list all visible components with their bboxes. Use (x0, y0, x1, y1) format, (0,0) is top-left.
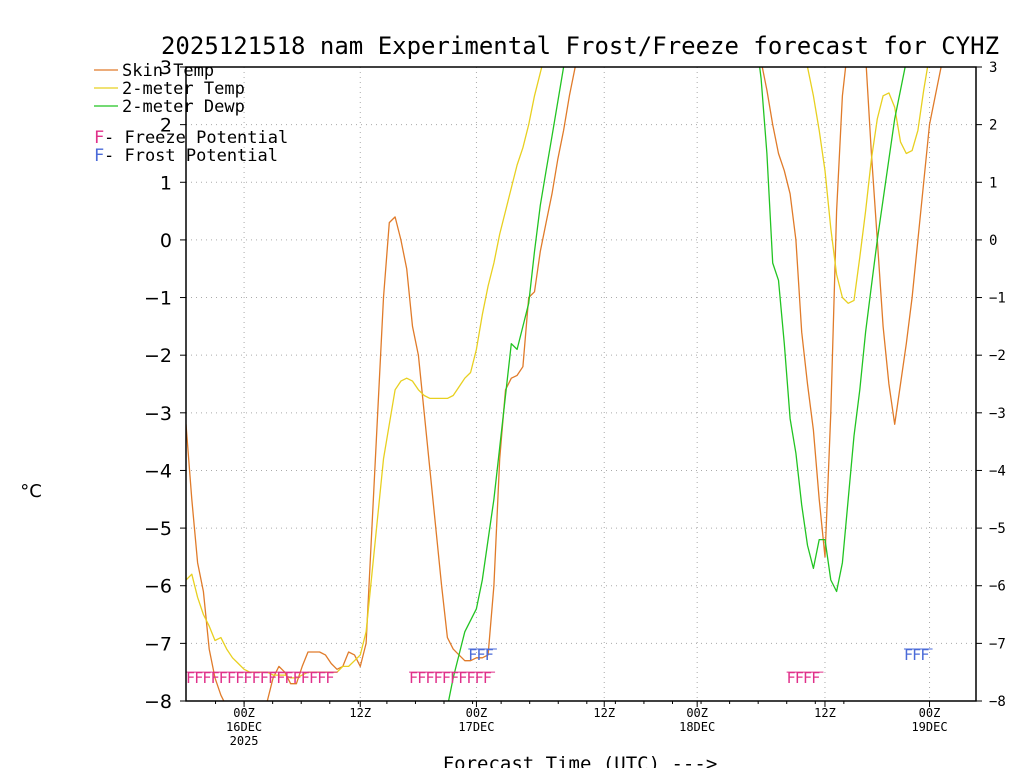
freeze-marker: F (252, 669, 261, 687)
legend-potential-letter: F (94, 128, 104, 148)
legend-potential-text: - Freeze Potential (104, 128, 288, 148)
freeze-marker: F (434, 669, 443, 687)
y-tick-label-right: 3 (989, 60, 997, 76)
frost-marker: F (904, 646, 913, 664)
y-tick-label-left: −8 (144, 691, 172, 713)
y-tick-label-left: −2 (144, 345, 172, 367)
y-tick-label-right: 0 (989, 233, 997, 249)
freeze-marker: F (227, 669, 236, 687)
freeze-marker: F (795, 669, 804, 687)
x-tick-label: 00Z (919, 706, 941, 720)
grid (186, 67, 976, 701)
freeze-marker: F (235, 669, 244, 687)
legend-label: 2-meter Temp (122, 79, 245, 99)
freeze-marker: F (466, 669, 475, 687)
freeze-marker: F (425, 669, 434, 687)
y-tick-label-left: 0 (160, 230, 172, 252)
frost-marker: F (920, 646, 929, 664)
freeze-marker: F (475, 669, 484, 687)
freeze-marker: F (450, 669, 459, 687)
x-tick-label: 12Z (349, 706, 371, 720)
x-tick-label: 12Z (814, 706, 836, 720)
y-tick-label-left: −3 (144, 403, 172, 425)
x-tick-year: 2025 (230, 734, 259, 748)
series-line-skin-temp (186, 67, 942, 701)
freeze-marker: F (211, 669, 220, 687)
frost-marker: F (477, 646, 486, 664)
y-tick-label-left: 2 (160, 115, 172, 137)
y-tick-label-right: −4 (989, 463, 1006, 479)
chart-title: 2025121518 nam Experimental Frost/Freeze… (161, 32, 999, 60)
freeze-marker: F (409, 669, 418, 687)
y-tick-label-left: −5 (144, 518, 172, 540)
series-layer (186, 67, 942, 701)
freeze-marker: F (186, 669, 195, 687)
y-tick-label-left: 3 (160, 57, 172, 79)
x-tick-label: 00Z (686, 706, 708, 720)
freeze-marker: F (787, 669, 796, 687)
legend-potential-letter: F (94, 146, 104, 166)
freeze-marker: F (317, 669, 326, 687)
frost-marker: F (912, 646, 921, 664)
y-tick-label-right: −7 (989, 636, 1006, 652)
legend-label: 2-meter Dewp (122, 97, 245, 117)
freeze-marker: F (325, 669, 334, 687)
freeze-marker: F (811, 669, 820, 687)
freeze-marker: F (803, 669, 812, 687)
x-tick-date: 18DEC (679, 720, 715, 734)
freeze-marker: F (483, 669, 492, 687)
freeze-marker: F (260, 669, 269, 687)
x-tick-date: 17DEC (458, 720, 494, 734)
freeze-marker: F (202, 669, 211, 687)
x-tick-label: 00Z (233, 706, 255, 720)
frost-marker: F (468, 646, 477, 664)
x-tick-date: 19DEC (911, 720, 947, 734)
freeze-marker: F (276, 669, 285, 687)
freeze-marker: F (284, 669, 293, 687)
x-tick-label: 12Z (593, 706, 615, 720)
potential-markers: F F F F F F F F F F F F F F F F F F F F F F F F F F F F F F F FF F F F F F (186, 646, 933, 687)
y-tick-label-left: −4 (144, 460, 172, 482)
y-tick-label-right: −3 (989, 406, 1006, 422)
axes: −8 −8 −7 −7 −6 −6 −5 −5 −4 −4 −3 −3 −2 −2 −1 −1 0 0 1 1 2 2 3 3… (144, 57, 1006, 748)
x-axis-label: Forecast Time (UTC) ---> (443, 753, 718, 768)
legend-label: Skin Temp (122, 61, 214, 81)
y-tick-label-right: −6 (989, 579, 1006, 595)
y-tick-label-right: −8 (989, 694, 1006, 710)
freeze-marker: F (417, 669, 426, 687)
y-tick-label-left: 1 (160, 172, 172, 194)
series-line-2-meter-temp (186, 67, 929, 679)
y-tick-label-right: −2 (989, 348, 1006, 364)
y-tick-label-right: −1 (989, 291, 1006, 307)
freeze-marker: F (194, 669, 203, 687)
freeze-marker: F (219, 669, 228, 687)
y-tick-label-left: −1 (144, 288, 172, 310)
freeze-marker: F (442, 669, 451, 687)
x-tick-date: 16DEC (226, 720, 262, 734)
frost-marker: F (485, 646, 494, 664)
freeze-marker: F (458, 669, 467, 687)
y-tick-label-right: −5 (989, 521, 1006, 537)
y-tick-label-left: −6 (144, 576, 172, 598)
y-tick-label-right: 2 (989, 118, 997, 134)
freeze-marker: F (293, 669, 302, 687)
x-tick-label: 00Z (466, 706, 488, 720)
plot-frame (185, 66, 977, 702)
freeze-marker: F (243, 669, 252, 687)
freeze-marker: F (309, 669, 318, 687)
freeze-marker: F (301, 669, 310, 687)
freeze-marker: F (268, 669, 277, 687)
y-tick-label-left: −7 (144, 633, 172, 655)
series-line-2-meter-dewp (447, 67, 906, 701)
y-tick-label-right: 1 (989, 175, 997, 191)
legend-potential-text: - Frost Potential (104, 146, 278, 166)
y-axis-label: °C (20, 481, 42, 502)
